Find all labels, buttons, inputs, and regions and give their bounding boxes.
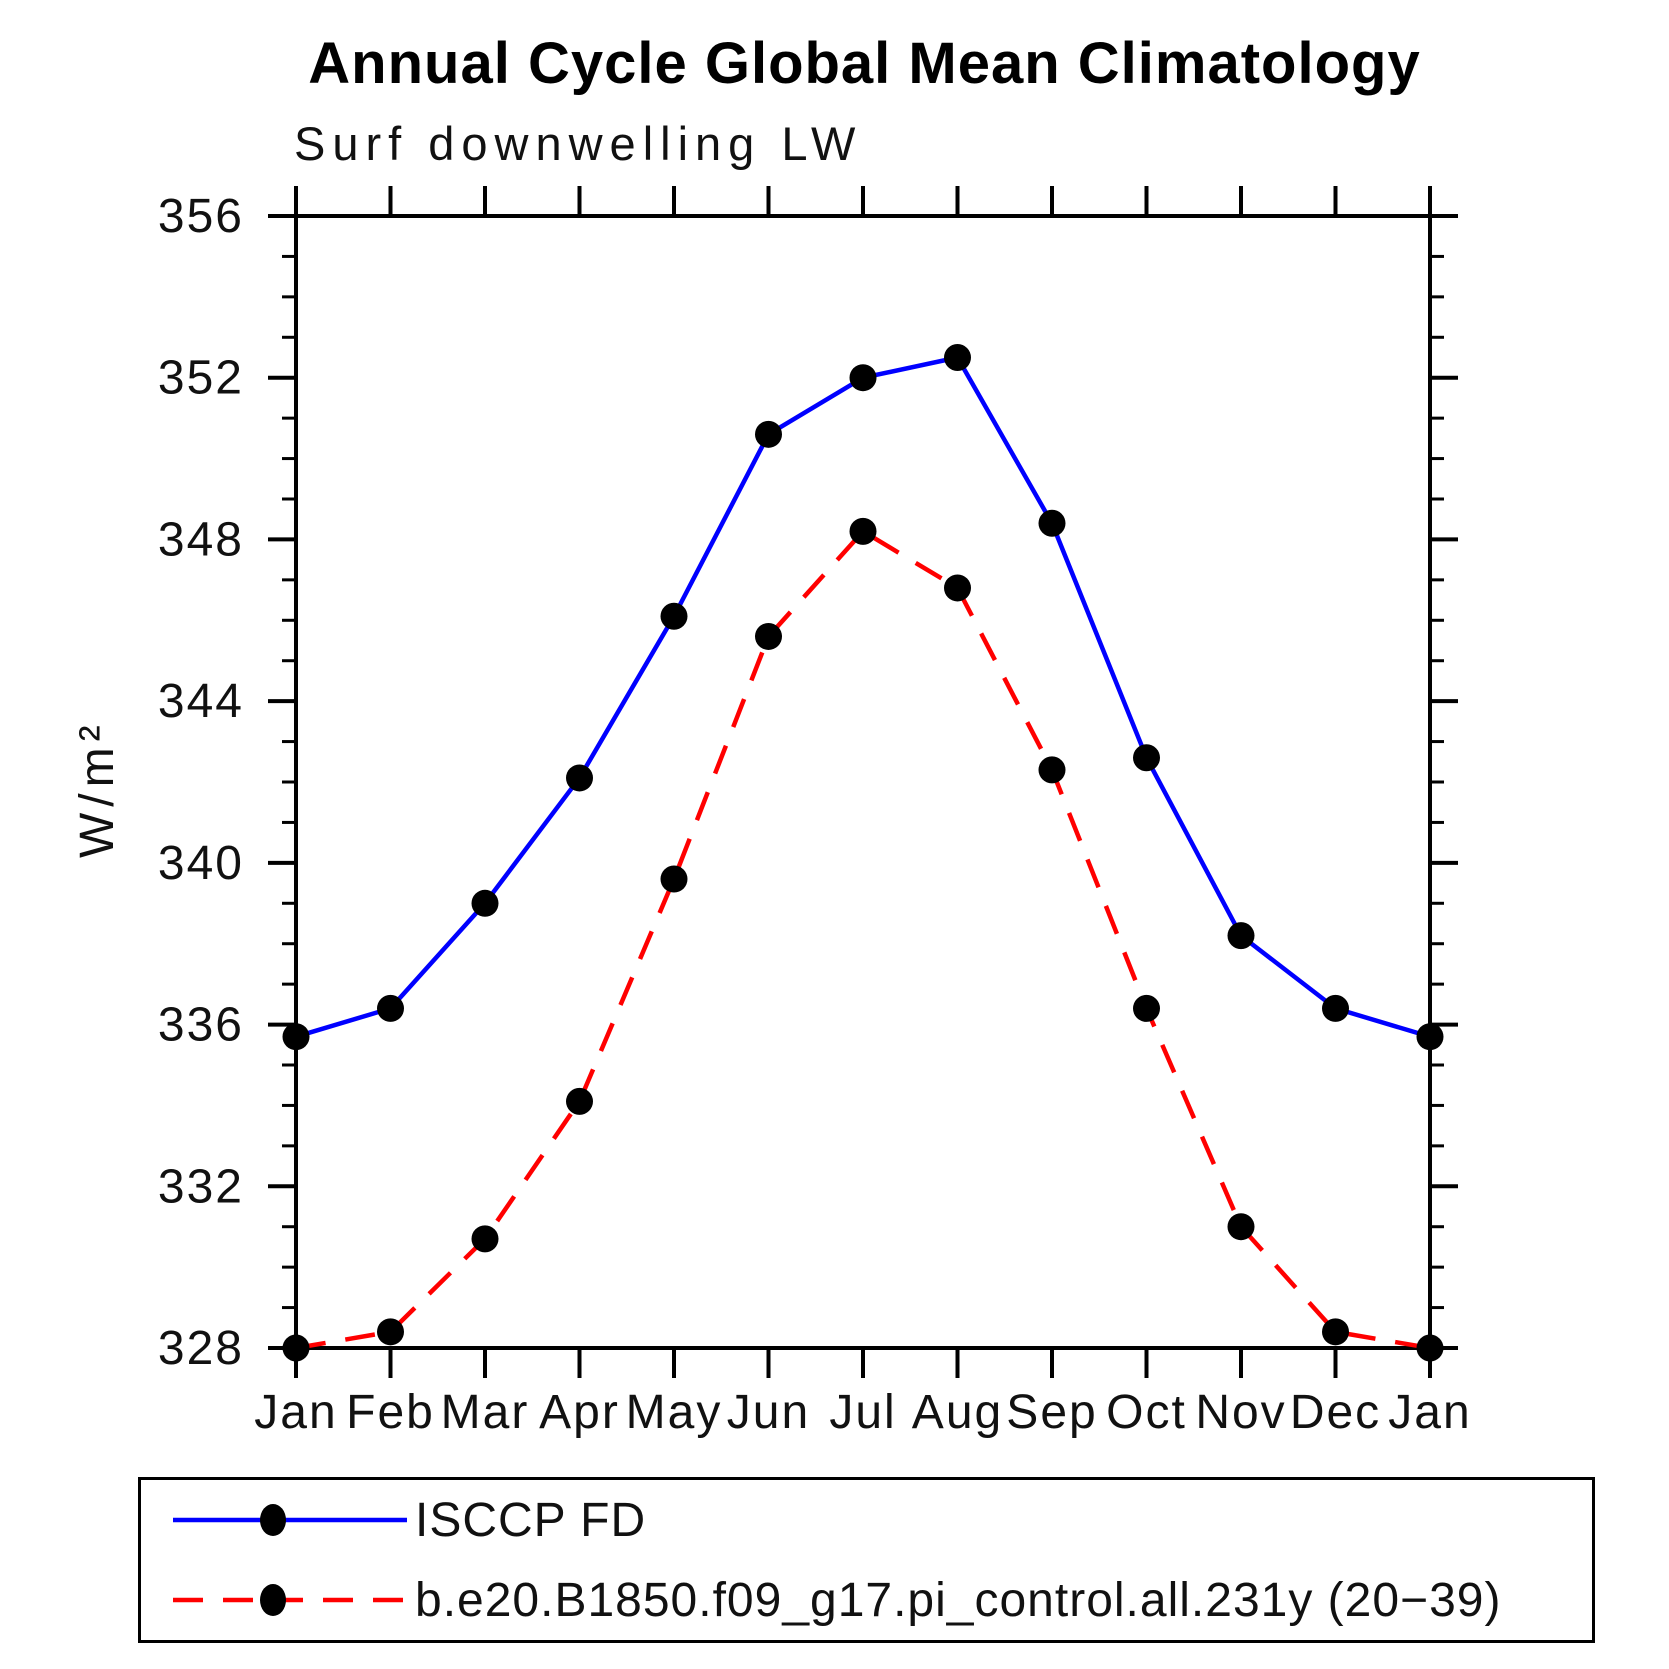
x-tick-label: Jan — [1388, 1386, 1471, 1439]
data-point — [566, 764, 593, 792]
series-markers — [282, 344, 1444, 1362]
data-point — [660, 602, 688, 630]
x-tick-label: Jun — [727, 1386, 810, 1439]
x-tick-label: Nov — [1195, 1386, 1286, 1439]
data-point — [377, 1318, 404, 1346]
y-tick-label: 336 — [158, 999, 244, 1052]
series-lines — [295, 355, 1431, 1351]
y-tick-label: 356 — [158, 190, 244, 243]
data-point — [1038, 756, 1066, 784]
data-point — [471, 1225, 499, 1253]
data-point — [944, 574, 971, 602]
legend-label-1: b.e20.B1850.f09_g17.pi_control.all.231y … — [415, 1573, 1502, 1627]
x-tick-label: Jan — [254, 1386, 337, 1439]
data-point — [1227, 922, 1255, 950]
data-point — [377, 994, 404, 1022]
legend-line-sample-1 — [173, 1584, 407, 1616]
x-tick-label: Aug — [912, 1386, 1003, 1439]
data-point — [1322, 994, 1349, 1022]
x-tick-label: Mar — [441, 1386, 530, 1439]
data-point — [1416, 1334, 1444, 1362]
data-point — [944, 344, 971, 371]
data-point — [566, 1087, 593, 1115]
data-point — [660, 865, 688, 893]
x-tick-label: Feb — [346, 1386, 435, 1439]
data-point — [282, 1334, 310, 1362]
data-point — [755, 622, 782, 650]
x-tick-label: Dec — [1290, 1386, 1381, 1439]
legend-item-0: ISCCP FD — [141, 1480, 1592, 1560]
y-tick-label: 344 — [158, 675, 244, 728]
y-tick-label: 340 — [158, 837, 244, 890]
x-tick-label: Apr — [539, 1386, 620, 1439]
legend-line-sample-0 — [173, 1504, 407, 1536]
data-point — [282, 1023, 310, 1051]
series-line-0 — [295, 355, 1431, 1039]
data-point — [755, 420, 782, 448]
y-tick-label: 332 — [158, 1160, 244, 1213]
data-point — [1416, 1023, 1444, 1051]
y-tick-label: 348 — [158, 513, 244, 566]
data-point — [1322, 1318, 1349, 1346]
x-tick-label: Sep — [1006, 1386, 1097, 1439]
chart-title: Annual Cycle Global Mean Climatology — [308, 31, 1421, 96]
data-point — [1133, 994, 1160, 1022]
data-point — [1038, 509, 1066, 537]
chart-subtitle: Surf downwelling LW — [294, 117, 863, 170]
data-point — [849, 517, 877, 545]
series-line-1 — [295, 529, 1431, 1351]
y-tick-label: 352 — [158, 352, 244, 405]
x-axis: Jan Feb Mar Apr May Jun Jul Aug Sep Oct Nov Dec Jan — [254, 186, 1471, 1439]
legend-box: ISCCP FD b.e20.B1850.f09_g17.pi_control.a… — [138, 1477, 1595, 1643]
x-tick-label: Jul — [829, 1386, 896, 1439]
y-tick-label: 328 — [158, 1322, 244, 1375]
legend-marker-icon — [260, 1584, 286, 1616]
data-point — [849, 364, 877, 392]
legend-label-0: ISCCP FD — [415, 1493, 647, 1547]
x-tick-label: May — [626, 1386, 723, 1439]
data-point — [471, 889, 499, 917]
data-point — [1133, 744, 1160, 772]
y-axis: 328 332 336 340 344 348 352 356 — [158, 190, 1458, 1375]
legend-marker-icon — [260, 1504, 286, 1536]
x-tick-label: Oct — [1106, 1386, 1187, 1439]
legend-item-1: b.e20.B1850.f09_g17.pi_control.all.231y … — [141, 1560, 1592, 1640]
data-point — [1227, 1213, 1255, 1241]
